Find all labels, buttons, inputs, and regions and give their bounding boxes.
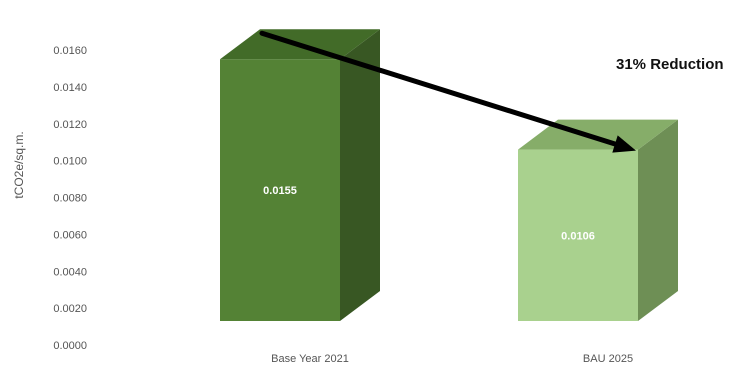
bar-side-face [638,119,678,321]
y-tick-label: 0.0160 [53,45,87,57]
y-tick-label: 0.0120 [53,119,87,131]
arrow-shaft [259,30,618,147]
bar: 0.0106 [518,119,678,321]
y-axis-label: tCO2e/sq.m. [12,131,26,198]
reduction-annotation: 31% Reduction [616,56,724,73]
bar-front-face [220,59,340,321]
bar-side-face [340,29,380,321]
bar-value-label: 0.0106 [561,230,595,242]
y-tick-label: 0.0040 [53,266,87,278]
y-tick-label: 0.0100 [53,156,87,168]
y-tick-label: 0.0020 [53,303,87,315]
x-category-label: Base Year 2021 [271,353,349,365]
y-tick-label: 0.0140 [53,82,87,94]
bars: 0.0155 Base Year 2021 0.0106 BAU 2025 [220,29,678,365]
bar-value-label: 0.0155 [263,185,297,197]
y-tick-label: 0.0060 [53,229,87,241]
y-tick-label: 0.0080 [53,193,87,205]
arrow-head [612,135,636,153]
y-tick-label: 0.0000 [53,340,87,352]
bar-front-face [518,149,638,321]
bar: 0.0155 [220,29,380,321]
y-axis-ticks: 0.0000 0.0020 0.0040 0.0060 0.0080 0.0100 0.01… [53,45,87,352]
x-category-label: BAU 2025 [583,353,633,365]
reduction-arrow [259,30,636,153]
